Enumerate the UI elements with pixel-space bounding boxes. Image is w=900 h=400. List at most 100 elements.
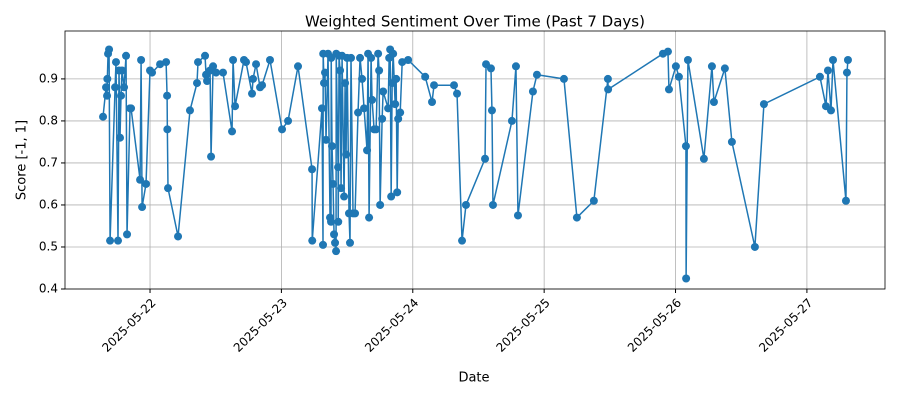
plot-frame <box>64 30 886 290</box>
data-point <box>320 79 329 88</box>
data-point <box>248 89 257 98</box>
data-point <box>340 192 349 201</box>
data-point <box>841 196 850 205</box>
data-point <box>164 184 173 193</box>
data-point <box>120 83 129 92</box>
data-point <box>393 188 402 197</box>
data-point <box>321 68 330 77</box>
data-point <box>330 230 339 239</box>
data-point <box>319 240 328 249</box>
data-point <box>111 58 120 67</box>
data-point <box>351 209 360 218</box>
data-point <box>604 85 613 94</box>
data-point <box>209 62 218 71</box>
data-point <box>228 127 237 136</box>
data-point <box>384 104 393 113</box>
data-point <box>162 58 171 67</box>
data-point <box>458 236 467 245</box>
data-point <box>258 81 267 90</box>
data-point <box>346 238 355 247</box>
data-point <box>671 62 680 71</box>
data-point <box>826 106 835 115</box>
y-tick-label: 0.8 <box>39 113 58 127</box>
data-point <box>663 47 672 56</box>
data-point <box>528 87 537 96</box>
data-point <box>354 108 363 117</box>
data-point <box>136 175 145 184</box>
data-point <box>750 242 759 251</box>
y-tick-label: 0.4 <box>39 282 58 296</box>
data-point <box>111 83 120 92</box>
data-point <box>103 74 112 83</box>
data-point <box>664 85 673 94</box>
data-point <box>375 66 384 75</box>
data-point <box>358 74 367 83</box>
y-axis-label: Score [-1, 1] <box>15 120 30 200</box>
data-point <box>99 112 108 121</box>
data-point <box>308 165 317 174</box>
data-point <box>329 179 338 188</box>
data-point <box>394 114 403 123</box>
y-tick-label: 0.5 <box>39 239 58 253</box>
data-point <box>318 104 327 113</box>
data-point <box>572 213 581 222</box>
data-point <box>481 154 490 163</box>
data-point <box>347 53 356 62</box>
data-point <box>360 104 369 113</box>
x-axis-label: Date <box>458 371 489 386</box>
data-point <box>488 200 497 209</box>
data-point <box>453 89 462 98</box>
y-tick-label: 0.9 <box>39 71 58 85</box>
data-point <box>332 247 341 256</box>
data-point <box>699 154 708 163</box>
data-point <box>709 98 718 107</box>
data-point <box>231 102 240 111</box>
y-tick-label: 0.6 <box>39 197 58 211</box>
data-point <box>372 125 381 134</box>
data-point <box>674 72 683 81</box>
data-point <box>308 236 317 245</box>
data-point <box>148 68 157 77</box>
data-point <box>337 184 346 193</box>
data-point <box>207 152 216 161</box>
data-point <box>138 203 147 212</box>
data-point <box>378 114 387 123</box>
data-point <box>815 72 824 81</box>
data-point <box>507 116 516 125</box>
data-point <box>428 98 437 107</box>
data-point <box>843 55 852 64</box>
data-point <box>336 66 345 75</box>
data-point <box>461 200 470 209</box>
data-point <box>174 232 183 241</box>
data-point <box>294 62 303 71</box>
data-point <box>683 55 692 64</box>
data-point <box>266 55 274 64</box>
data-point <box>193 79 202 88</box>
data-point <box>122 51 131 60</box>
data-point <box>331 238 340 247</box>
data-point <box>212 68 221 77</box>
data-point <box>828 55 837 64</box>
data-point <box>118 66 127 75</box>
data-point <box>242 58 251 67</box>
data-point <box>142 179 151 188</box>
data-point <box>252 60 261 69</box>
data-point <box>137 55 146 64</box>
data-point <box>219 68 228 77</box>
data-point <box>103 91 112 100</box>
data-point <box>229 55 238 64</box>
data-point <box>682 274 691 283</box>
data-point <box>430 81 439 90</box>
data-point <box>513 211 522 220</box>
data-point <box>707 62 716 71</box>
data-point <box>559 74 568 83</box>
data-point <box>105 45 114 54</box>
data-point <box>341 79 350 88</box>
data-point <box>322 135 331 144</box>
data-point <box>486 64 495 73</box>
data-point <box>334 217 343 226</box>
data-point <box>363 146 372 155</box>
data-point <box>391 100 400 109</box>
data-point <box>389 49 398 58</box>
